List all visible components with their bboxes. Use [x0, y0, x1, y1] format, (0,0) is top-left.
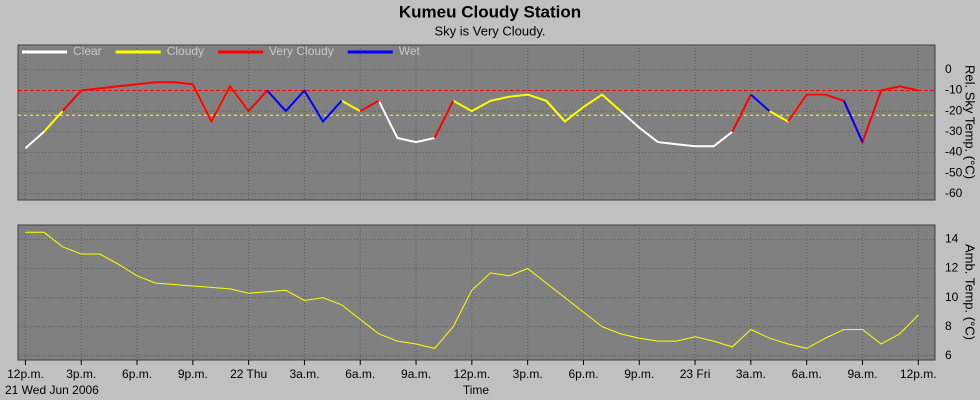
y-tick-label: -30	[945, 124, 963, 138]
x-tick-label: 3p.m.	[513, 367, 543, 381]
x-tick-label: 9a.m.	[847, 367, 877, 381]
chart-subtitle: Sky is Very Cloudy.	[434, 23, 545, 38]
legend-label: Cloudy	[167, 44, 204, 58]
y-tick-label: -60	[945, 186, 963, 200]
x-tick-label: 23 Fri	[680, 367, 711, 381]
y-tick-label: 8	[945, 319, 952, 333]
y-tick-label: -20	[945, 103, 963, 117]
x-axis-title: Time	[463, 383, 490, 397]
data-line	[25, 231, 919, 349]
plot-area	[17, 224, 936, 361]
x-tick-label: 6a.m.	[345, 367, 375, 381]
y-tick-label: -40	[945, 145, 963, 159]
y-tick-label: 0	[945, 62, 952, 76]
x-tick-label: 12p.m.	[7, 367, 44, 381]
plot-area	[17, 44, 936, 201]
x-tick-label: 3a.m.	[289, 367, 319, 381]
legend-label: Wet	[399, 44, 421, 58]
x-tick-label: 9p.m.	[624, 367, 654, 381]
y-tick-label: -50	[945, 165, 963, 179]
data-line	[24, 100, 733, 150]
x-tick-label: 12p.m.	[900, 367, 937, 381]
y-axis-title: Amb. Temp. (°C)	[963, 244, 978, 340]
data-line	[266, 88, 864, 143]
x-tick-label: 9a.m.	[401, 367, 431, 381]
y-tick-label: 10	[945, 290, 959, 304]
legend-label: Very Cloudy	[269, 44, 334, 58]
x-tick-label: 9p.m.	[178, 367, 208, 381]
x-tick-label: 3p.m.	[66, 367, 96, 381]
y-tick-label: 6	[945, 348, 952, 362]
chart-title: Kumeu Cloudy Station	[399, 2, 581, 21]
y-tick-label: -10	[945, 83, 963, 97]
legend-label: Clear	[73, 44, 102, 58]
x-tick-label: 6a.m.	[792, 367, 822, 381]
y-axis-title: Rel. Sky Temp. (°C)	[963, 65, 978, 179]
x-tick-label: 12p.m.	[454, 367, 491, 381]
y-tick-label: 12	[945, 261, 959, 275]
date-label: 21 Wed Jun 2006	[5, 383, 99, 397]
x-tick-label: 6p.m.	[122, 367, 152, 381]
y-tick-label: 14	[945, 232, 959, 246]
x-tick-label: 22 Thu	[230, 367, 267, 381]
x-tick-label: 3a.m.	[736, 367, 766, 381]
x-tick-label: 6p.m.	[568, 367, 598, 381]
data-line	[61, 81, 919, 145]
